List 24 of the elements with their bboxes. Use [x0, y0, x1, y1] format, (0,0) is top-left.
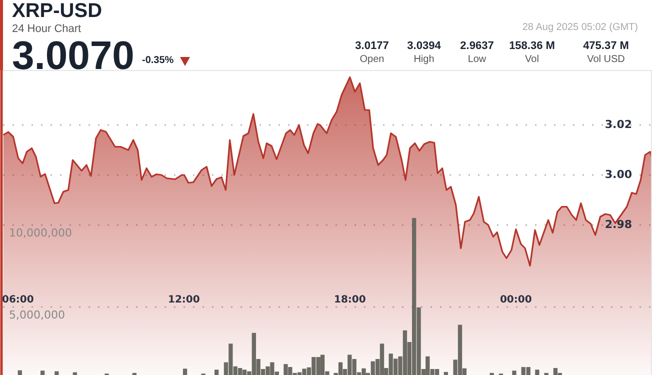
text: -0.35% — [142, 55, 174, 66]
text: Vol USD — [586, 54, 626, 65]
text: Open — [358, 54, 386, 65]
text: Low — [466, 54, 488, 65]
chart-subtitle: 24 Hour Chart — [12, 23, 82, 35]
y-tick-label: 2.98 — [604, 218, 632, 231]
y2-tick-label: 5,000,000 — [9, 308, 65, 322]
x-tick-label: 18:00 — [334, 294, 366, 306]
text: 158.36 M — [509, 40, 555, 52]
y-tick-label: 3.02 — [604, 118, 632, 131]
y-tick-label: 3.00 — [604, 168, 632, 181]
x-tick-label: 12:00 — [168, 294, 200, 306]
y2-tick-label: 10,000,000 — [9, 226, 72, 240]
text: Vol — [524, 54, 540, 65]
text: 3.0394 — [407, 40, 441, 52]
annotation: 3.0070 — [12, 34, 134, 79]
x-tick-label: 06:00 — [2, 294, 34, 306]
text: 28 Aug 2025 05:02 (GMT) — [522, 22, 638, 33]
text: High — [412, 54, 436, 65]
text: 3.0177 — [355, 40, 389, 52]
text: 475.37 M — [583, 40, 629, 52]
chart-title: XRP-USD — [12, 0, 102, 23]
x-tick-label: 00:00 — [500, 294, 532, 306]
text: 2.9637 — [460, 40, 494, 52]
